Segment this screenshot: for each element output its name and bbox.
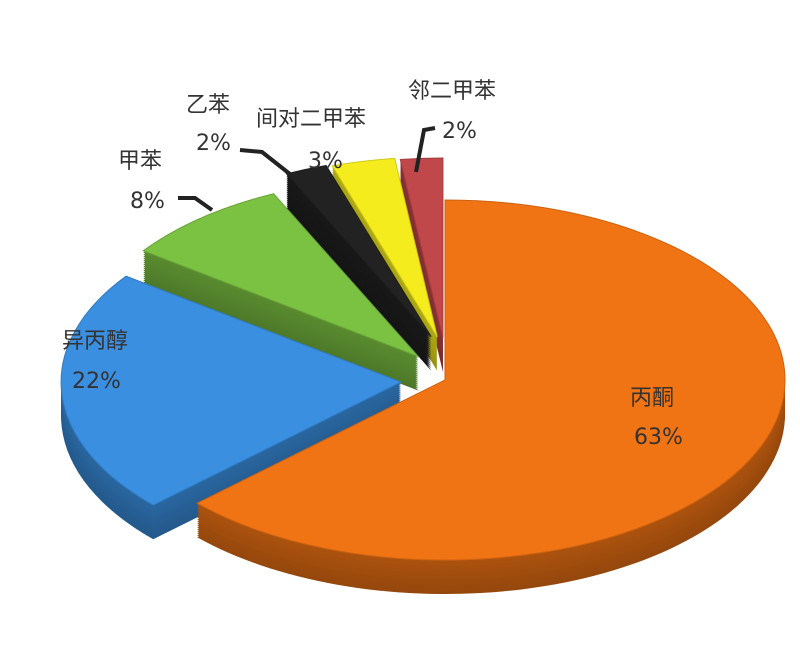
slice-4	[331, 157, 438, 338]
slice-5	[399, 157, 444, 339]
label-value-0: 63%	[634, 425, 683, 450]
leader-line-o-xylene	[414, 126, 436, 173]
label-value-2: 8%	[130, 189, 165, 214]
slice-1	[60, 275, 403, 506]
label-name-5: 邻二甲苯	[408, 79, 496, 104]
leader-line-toluene	[178, 196, 214, 212]
label-name-0: 丙酮	[630, 386, 674, 411]
label-value-3: 2%	[196, 131, 231, 156]
label-value-5: 2%	[442, 119, 477, 144]
label-value-1: 22%	[72, 369, 121, 394]
label-name-3: 乙苯	[186, 93, 230, 118]
label-name-1: 异丙醇	[62, 329, 128, 354]
label-name-2: 甲苯	[118, 149, 162, 174]
leader-line-ethylbenzene	[239, 148, 302, 184]
label-value-4: 3%	[308, 149, 343, 174]
slice-2	[142, 193, 419, 358]
label-name-4: 间对二甲苯	[256, 107, 366, 132]
slice-0	[196, 199, 786, 561]
